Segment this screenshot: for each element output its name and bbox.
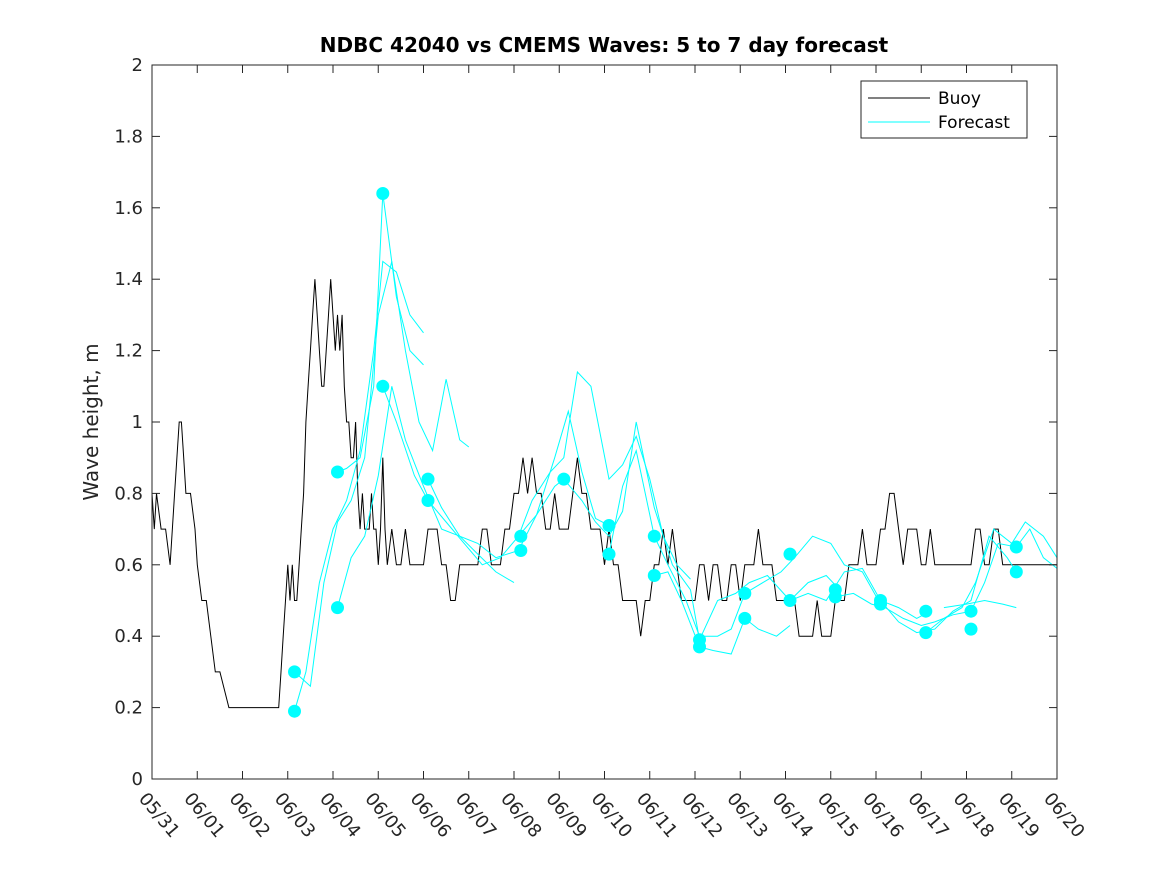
- forecast-series-line-13: [789, 567, 931, 619]
- forecast-start-marker-9: [514, 529, 528, 543]
- forecast-series-line-10: [654, 571, 791, 655]
- legend: Buoy Forecast: [860, 80, 1028, 139]
- series-layer: [151, 193, 1058, 712]
- forecast-start-marker-1: [288, 665, 301, 679]
- forecast-start-marker-8: [421, 494, 435, 507]
- forecast-start-marker-31: [1009, 565, 1023, 579]
- forecast-start-marker-14: [647, 529, 661, 543]
- y-tick-label: 1.2: [114, 341, 143, 362]
- forecast-start-marker-4: [331, 601, 344, 615]
- y-tick-label: 1: [132, 412, 143, 433]
- forecast-start-marker-30: [1009, 540, 1023, 554]
- forecast-series-line-4: [337, 386, 515, 608]
- forecast-series-line-16: [925, 521, 1058, 633]
- forecast-start-marker-23: [828, 590, 842, 604]
- forecast-start-marker-6: [376, 379, 390, 393]
- forecast-start-marker-7: [421, 472, 435, 486]
- forecast-start-marker-2: [288, 704, 301, 718]
- forecast-series-line-6: [427, 409, 610, 559]
- chart-title: NDBC 42040 vs CMEMS Waves: 5 to 7 day fo…: [320, 33, 889, 57]
- forecast-series-line-11: [699, 574, 841, 641]
- forecast-start-marker-5: [376, 187, 390, 200]
- forecast-series-line-18: [943, 599, 1017, 609]
- forecast-series-line-5: [382, 386, 565, 566]
- y-tick-label: 0.2: [114, 698, 143, 719]
- forecast-start-marker-10: [514, 544, 528, 557]
- y-tick-label: 0.6: [114, 555, 143, 576]
- forecast-series-line-8: [563, 421, 700, 640]
- y-tick-label: 0.8: [114, 483, 143, 504]
- y-tick-label: 1.6: [114, 198, 143, 219]
- y-axis-label: Wave height, m: [79, 343, 103, 500]
- forecast-start-marker-26: [919, 604, 933, 618]
- forecast-start-marker-28: [964, 604, 978, 618]
- forecast-series-line-2: [294, 261, 470, 688]
- forecast-start-marker-17: [693, 640, 706, 654]
- forecast-start-marker-19: [738, 611, 752, 625]
- y-tick-label: 2: [132, 55, 143, 76]
- legend-forecast-label: Forecast: [938, 113, 1010, 133]
- forecast-start-marker-29: [964, 622, 978, 636]
- forecast-series-line-3: [337, 193, 424, 473]
- forecast-series-line-15: [880, 535, 1017, 634]
- forecast-start-marker-21: [783, 594, 797, 607]
- forecast-start-marker-11: [557, 472, 571, 486]
- y-tick-label: 1.4: [114, 269, 143, 290]
- legend-box: [860, 80, 1028, 139]
- forecast-start-marker-25: [874, 597, 887, 611]
- forecast-series-line-9: [608, 448, 746, 637]
- forecast-start-marker-13: [602, 547, 616, 561]
- y-tick-label: 1.8: [114, 126, 143, 147]
- forecast-start-marker-3: [331, 465, 344, 479]
- y-tick-label: 0: [132, 769, 143, 790]
- forecast-start-marker-15: [647, 569, 661, 582]
- legend-buoy-label: Buoy: [938, 89, 981, 109]
- plot-area: [152, 65, 1057, 779]
- forecast-start-marker-18: [738, 586, 752, 600]
- forecast-start-points: [288, 187, 1023, 718]
- forecast-start-marker-12: [602, 519, 616, 532]
- forecast-start-marker-20: [783, 547, 797, 561]
- forecast-series-line-1: [294, 260, 424, 712]
- buoy-series-line: [151, 279, 1057, 709]
- y-tick-label: 0.4: [114, 626, 143, 647]
- forecast-start-marker-27: [919, 626, 933, 640]
